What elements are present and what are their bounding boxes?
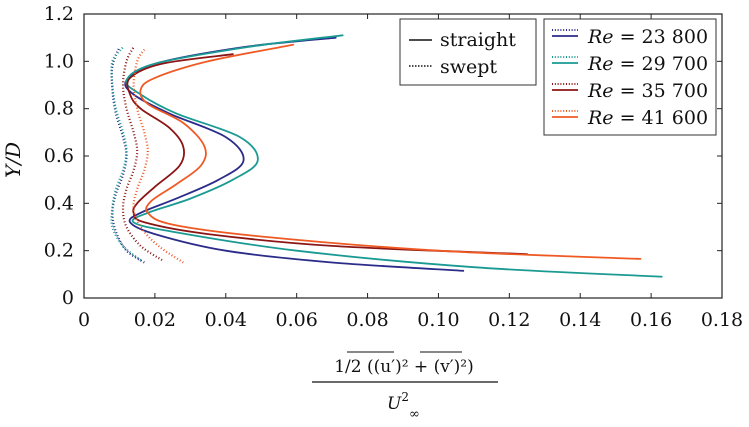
series-line-straight-3 [139, 43, 642, 260]
legend-re-box [543, 18, 717, 136]
y-tick-label: 1.0 [44, 50, 74, 72]
y-tick-label: 0.4 [44, 192, 74, 214]
x-tick-label: 0.18 [701, 309, 743, 331]
x-tick-label: 0.04 [205, 309, 247, 331]
legend-re-label: Re = 35 700 [587, 80, 708, 102]
x-axis-label-denominator: U2 [387, 390, 409, 414]
x-axis-label-numerator: 1/2 ((u′)² + (v′)²) [334, 357, 474, 377]
x-axis-label-denominator-sub: ∞ [409, 407, 420, 422]
legend-re-label: Re = 23 800 [587, 26, 708, 48]
x-axis-label: 1/2 ((u′)² + (v′)²) U2 ∞ [312, 351, 498, 422]
x-tick-label: 0.14 [559, 309, 601, 331]
x-axis-label-denominator-sup: 2 [401, 390, 409, 404]
y-tick-label: 0.6 [44, 145, 74, 167]
x-tick-label: 0.02 [134, 309, 176, 331]
x-axis-label-denominator-base: U [387, 394, 402, 414]
x-tick-label: 0.10 [417, 309, 459, 331]
x-tick-label: 0.08 [346, 309, 388, 331]
x-tick-label: 0 [78, 309, 90, 331]
y-tick-label: 0.2 [44, 240, 74, 262]
legend-style: straight swept [399, 18, 537, 86]
series-line-swept-7 [132, 48, 184, 264]
series-layer [110, 34, 663, 278]
legend-re: Re = 23 800 Re = 29 700 Re = 35 700 Re = 41… [543, 18, 717, 136]
y-tick-label: 0.8 [44, 98, 74, 120]
series-line-swept-5 [110, 46, 142, 261]
ticks-layer: 0 0.02 0.04 0.06 0.08 0.10 0.12 0.14 0.16 0.18 0 0.… [44, 3, 743, 331]
legend-re-label: Re = 41 600 [587, 107, 708, 129]
y-tick-label: 0 [62, 287, 74, 309]
x-tick-label: 0.12 [488, 309, 530, 331]
y-tick-label: 1.2 [44, 3, 74, 25]
legend-style-label-straight: straight [440, 29, 516, 51]
legend-style-label-swept: swept [440, 56, 497, 78]
x-tick-label: 0.06 [276, 309, 318, 331]
x-tick-label: 0.16 [630, 309, 672, 331]
legend-re-label: Re = 29 700 [587, 53, 708, 75]
series-line-straight-1 [125, 34, 663, 278]
legend-style-box [399, 18, 537, 86]
series-line-straight-2 [126, 53, 528, 256]
y-axis-label: Y/D [1, 142, 25, 178]
